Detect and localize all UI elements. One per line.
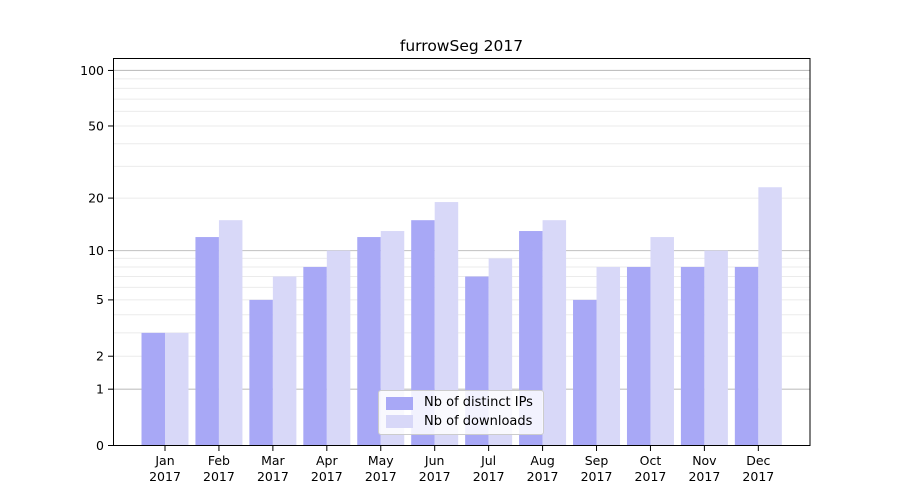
y-tick-label-50: 50	[88, 118, 104, 133]
bar-oct-ips	[626, 266, 651, 446]
x-tick-label-year-jan: 2017	[149, 469, 181, 484]
bar-may-ips	[357, 237, 381, 446]
bar-nov-ips	[680, 266, 705, 446]
x-tick-label-month-dec: Dec	[746, 453, 770, 468]
x-tick-label-month-apr: Apr	[316, 453, 338, 468]
bar-mar-ips	[249, 299, 273, 446]
y-tick-label-10: 10	[88, 243, 104, 258]
x-tick-label-month-oct: Oct	[640, 453, 662, 468]
x-tick-label-year-nov: 2017	[688, 469, 720, 484]
bar-apr-downloads	[326, 250, 351, 446]
x-tick-label-month-jan: Jan	[154, 453, 174, 468]
x-tick-label-month-jun: Jun	[424, 453, 445, 468]
x-tick-label-month-sep: Sep	[585, 453, 609, 468]
legend-item-distinct-ips: Nb of distinct IPs	[386, 394, 543, 411]
y-tick-label-2: 2	[96, 349, 104, 364]
y-tick-label-1: 1	[96, 381, 104, 396]
x-tick-label-year-sep: 2017	[581, 469, 613, 484]
bar-mar-downloads	[272, 276, 297, 446]
x-tick-label-year-oct: 2017	[635, 469, 667, 484]
legend-label-downloads: Nb of downloads	[424, 413, 533, 429]
bar-jun-downloads	[434, 202, 459, 446]
x-tick-label-year-dec: 2017	[742, 469, 774, 484]
bar-jan-ips	[141, 332, 165, 446]
legend-swatch-downloads-icon	[386, 415, 413, 429]
bar-feb-ips	[195, 237, 219, 446]
y-tick-label-0: 0	[96, 438, 104, 453]
x-tick-label-month-nov: Nov	[692, 453, 717, 468]
x-tick-label-month-mar: Mar	[261, 453, 285, 468]
bar-aug-downloads	[542, 220, 567, 446]
bar-dec-downloads	[758, 187, 782, 446]
legend-swatch-distinct-ips-icon	[386, 396, 413, 410]
x-tick-label-year-apr: 2017	[311, 469, 343, 484]
y-tick-label-5: 5	[96, 292, 104, 307]
bar-nov-downloads	[704, 250, 728, 446]
x-tick-label-month-feb: Feb	[208, 453, 230, 468]
x-tick-label-month-aug: Aug	[530, 453, 554, 468]
y-tick-label-20: 20	[88, 190, 104, 205]
legend: Nb of distinct IPs Nb of downloads	[378, 390, 544, 435]
x-tick-label-year-may: 2017	[365, 469, 397, 484]
x-tick-label-year-feb: 2017	[203, 469, 235, 484]
legend-item-downloads: Nb of downloads	[386, 413, 543, 430]
bar-sep-downloads	[596, 266, 621, 446]
x-tick-label-year-aug: 2017	[527, 469, 559, 484]
x-tick-label-year-jun: 2017	[419, 469, 451, 484]
bar-oct-downloads	[650, 237, 674, 446]
bar-apr-ips	[303, 266, 327, 446]
bar-jun-ips	[411, 220, 435, 446]
x-tick-label-month-jul: Jul	[480, 453, 496, 468]
bar-jan-downloads	[165, 332, 189, 446]
bar-feb-downloads	[218, 220, 243, 446]
x-tick-label-year-jul: 2017	[473, 469, 505, 484]
x-tick-label-year-mar: 2017	[257, 469, 289, 484]
bar-sep-ips	[573, 299, 597, 446]
y-tick-label-100: 100	[80, 63, 104, 78]
x-tick-label-month-may: May	[368, 453, 394, 468]
bar-dec-ips	[734, 266, 759, 446]
legend-label-distinct-ips: Nb of distinct IPs	[424, 394, 533, 410]
chart-title: furrowSeg 2017	[399, 37, 524, 55]
